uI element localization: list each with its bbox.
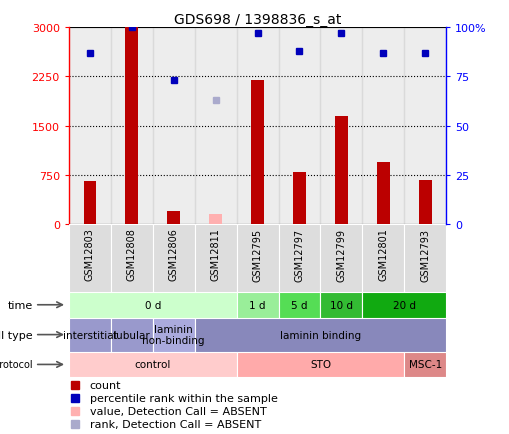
Bar — [69, 225, 110, 292]
Text: GSM12803: GSM12803 — [84, 228, 95, 281]
Text: growth protocol: growth protocol — [0, 360, 33, 370]
Text: value, Detection Call = ABSENT: value, Detection Call = ABSENT — [90, 406, 266, 416]
Text: 0 d: 0 d — [144, 300, 160, 310]
Text: laminin
non-binding: laminin non-binding — [142, 324, 205, 345]
Bar — [334, 117, 347, 225]
Text: cell type: cell type — [0, 330, 33, 340]
Bar — [194, 28, 236, 225]
Bar — [69, 352, 236, 378]
Bar — [236, 352, 404, 378]
Text: GSM12811: GSM12811 — [210, 228, 220, 281]
Text: rank, Detection Call = ABSENT: rank, Detection Call = ABSENT — [90, 419, 260, 429]
Text: time: time — [8, 300, 33, 310]
Bar — [110, 318, 152, 352]
Text: MSC-1: MSC-1 — [408, 360, 441, 370]
Text: 5 d: 5 d — [291, 300, 307, 310]
Bar — [404, 28, 445, 225]
Bar — [278, 225, 320, 292]
Title: GDS698 / 1398836_s_at: GDS698 / 1398836_s_at — [174, 13, 341, 27]
Bar — [152, 318, 194, 352]
Bar — [278, 28, 320, 225]
Bar — [167, 211, 180, 225]
Bar — [194, 225, 236, 292]
Text: 20 d: 20 d — [392, 300, 415, 310]
Bar — [362, 292, 445, 318]
Bar — [152, 225, 194, 292]
Bar — [404, 225, 445, 292]
Bar — [236, 28, 278, 225]
Text: laminin binding: laminin binding — [279, 330, 360, 340]
Bar — [152, 28, 194, 225]
Bar — [194, 318, 445, 352]
Text: STO: STO — [309, 360, 330, 370]
Bar — [320, 28, 362, 225]
Text: count: count — [90, 380, 121, 390]
Bar — [69, 318, 110, 352]
Bar — [83, 182, 96, 225]
Bar — [236, 292, 278, 318]
Text: GSM12795: GSM12795 — [252, 228, 262, 281]
Text: tubular: tubular — [112, 330, 150, 340]
Bar — [404, 352, 445, 378]
Bar — [278, 292, 320, 318]
Bar — [110, 28, 152, 225]
Bar — [209, 215, 221, 225]
Text: control: control — [134, 360, 171, 370]
Text: 1 d: 1 d — [249, 300, 265, 310]
Text: interstitial: interstitial — [63, 330, 117, 340]
Bar — [125, 28, 138, 225]
Bar — [376, 162, 389, 225]
Bar — [69, 28, 110, 225]
Bar — [110, 225, 152, 292]
Bar — [418, 180, 431, 225]
Text: GSM12799: GSM12799 — [336, 228, 346, 281]
Bar — [69, 292, 236, 318]
Bar — [362, 28, 404, 225]
Text: percentile rank within the sample: percentile rank within the sample — [90, 393, 277, 403]
Bar — [362, 225, 404, 292]
Bar — [293, 172, 305, 225]
Bar — [251, 81, 263, 225]
Text: GSM12808: GSM12808 — [127, 228, 136, 281]
Bar — [320, 225, 362, 292]
Text: GSM12797: GSM12797 — [294, 228, 304, 281]
Text: GSM12806: GSM12806 — [168, 228, 178, 281]
Bar — [236, 225, 278, 292]
Text: GSM12793: GSM12793 — [419, 228, 430, 281]
Text: GSM12801: GSM12801 — [378, 228, 387, 281]
Text: 10 d: 10 d — [329, 300, 352, 310]
Bar — [320, 292, 362, 318]
